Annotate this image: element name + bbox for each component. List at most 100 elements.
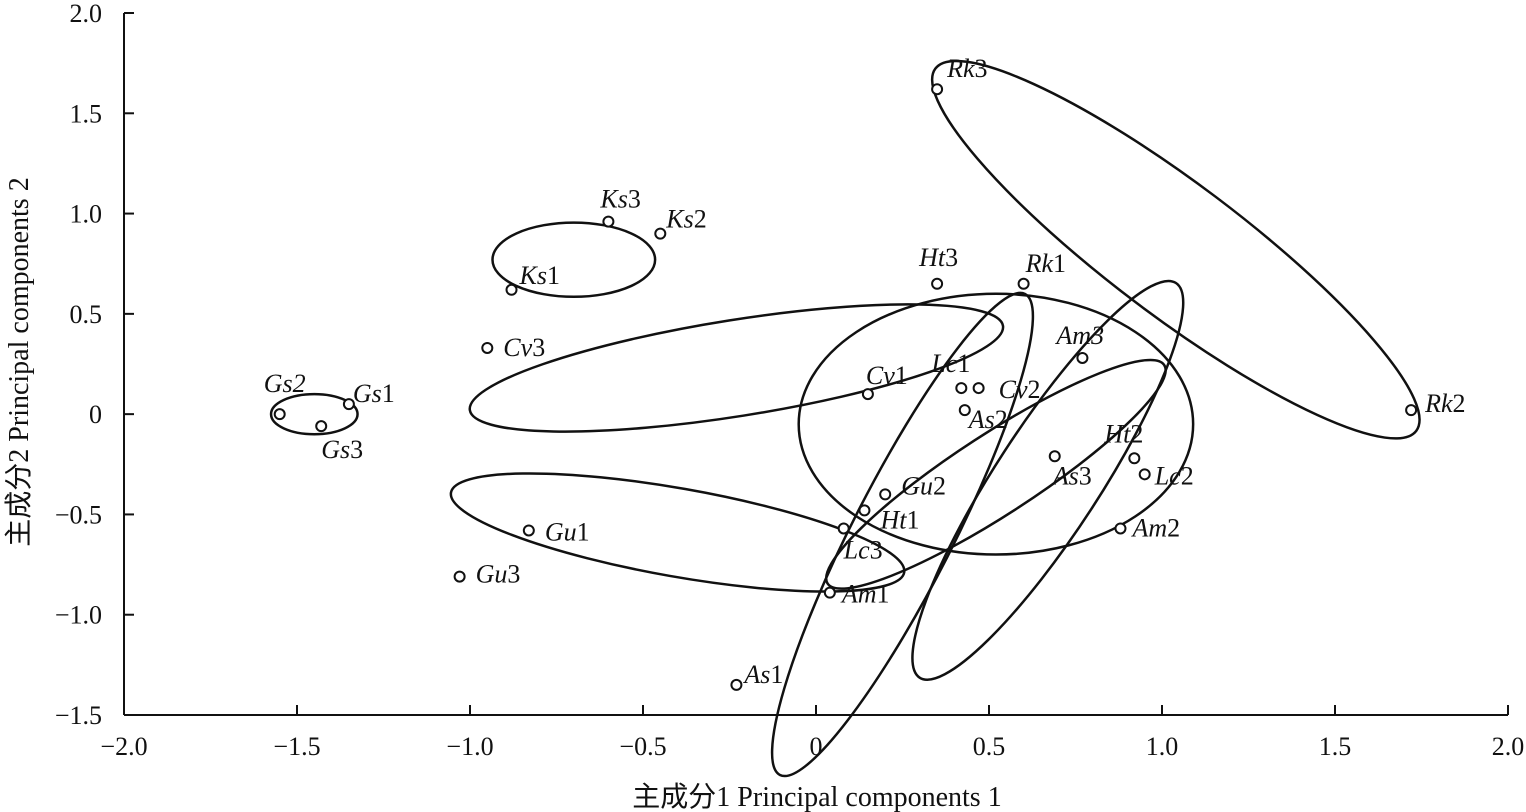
point-label-am2: Am2 (1130, 513, 1180, 542)
data-point-am3 (1076, 351, 1089, 364)
point-label-gu3: Gu3 (476, 560, 521, 589)
data-point-ht3 (931, 277, 944, 290)
axis-ticks: −2.0 −1.5 −1.0 −0.5 0 0.5 1.0 1.5 2.0−1.5−1.0−0.… (55, 0, 1524, 761)
point-label-prefix: Gs (321, 435, 350, 464)
point-label-number: 1 (906, 505, 919, 534)
point-label-number: 2 (995, 405, 1008, 434)
point-label-prefix: Ks (599, 185, 627, 214)
point-label-as3: As3 (1051, 461, 1092, 490)
x-tick-label: 2.0 (1492, 732, 1525, 761)
x-tick-label: 1.5 (1319, 732, 1352, 761)
data-point-as1 (730, 678, 743, 691)
point-label-number: 1 (895, 361, 908, 390)
point-label-prefix: Rk (946, 54, 975, 83)
point-label-prefix: Gs (353, 379, 382, 408)
point-label-gs2: Gs2 (264, 369, 306, 398)
group-ellipse-lc (824, 358, 1167, 590)
data-point-cv3 (481, 341, 494, 354)
group-ellipses (269, 59, 1421, 778)
group-ellipse-rk (930, 59, 1421, 440)
point-label-number: 2 (1167, 513, 1180, 542)
point-label-prefix: As (742, 660, 770, 689)
point-label-number: 1 (877, 580, 890, 609)
group-ellipse-ht (797, 292, 1195, 556)
point-label-as2: As2 (967, 405, 1008, 434)
point-label-number: 3 (350, 435, 363, 464)
x-tick-label: 0 (810, 732, 823, 761)
x-axis-title: 主成分1 Principal components 1 (632, 781, 1001, 812)
data-point-gu2 (879, 488, 892, 501)
data-point-ht1 (858, 504, 871, 517)
data-point-gs2 (273, 408, 286, 421)
y-tick-label: 2.0 (70, 0, 103, 28)
point-label-number: 2 (1453, 389, 1466, 418)
group-ellipse-as (770, 291, 1035, 778)
point-label-ks3: Ks3 (599, 185, 640, 214)
data-point-gs1 (342, 398, 355, 411)
point-label-ht3: Ht3 (918, 243, 958, 272)
point-label-number: 2 (933, 471, 946, 500)
y-tick-label: 1.0 (70, 200, 103, 229)
point-label-ks1: Ks1 (519, 261, 560, 290)
point-label-prefix: Rk (1424, 389, 1453, 418)
point-label-prefix: Ht (1103, 419, 1131, 448)
point-label-rk1: Rk1 (1025, 249, 1066, 278)
x-tick-label: 1.0 (1146, 732, 1179, 761)
data-point-ht2 (1128, 452, 1141, 465)
point-label-prefix: Ks (665, 205, 693, 234)
axes (123, 13, 1508, 716)
point-label-lc1: Lc1 (930, 349, 970, 378)
point-label-ks2: Ks2 (665, 205, 706, 234)
point-label-number: 1 (957, 349, 970, 378)
point-label-number: 3 (507, 560, 520, 589)
point-label-number: 3 (975, 54, 988, 83)
point-label-prefix: Gu (545, 517, 577, 546)
point-label-as1: As1 (742, 660, 783, 689)
data-point-lc2 (1138, 468, 1151, 481)
point-label-number: 1 (770, 660, 783, 689)
point-label-number: 2 (694, 205, 707, 234)
x-tick-label: −2.0 (100, 732, 147, 761)
point-label-gu2: Gu2 (901, 471, 946, 500)
y-tick-label: 1.5 (70, 99, 103, 128)
data-point-ks3 (602, 215, 615, 228)
point-label-lc3: Lc3 (843, 535, 883, 564)
point-label-number: 3 (870, 535, 883, 564)
point-label-prefix: Am (840, 580, 877, 609)
point-label-prefix: Ht (879, 505, 907, 534)
point-label-number: 3 (532, 333, 545, 362)
point-label-prefix: Cv (999, 375, 1028, 404)
x-tick-label: −1.5 (273, 732, 320, 761)
point-label-prefix: Ks (519, 261, 547, 290)
data-point-gu1 (522, 524, 535, 537)
point-label-prefix: Am3 (1054, 321, 1104, 350)
y-tick-label: −1.0 (55, 601, 102, 630)
y-tick-label: −1.5 (55, 701, 102, 730)
x-tick-label: 0.5 (973, 732, 1006, 761)
group-ellipse-cv (468, 303, 1005, 433)
data-point-as2 (958, 404, 971, 417)
point-label-prefix: Ht (918, 243, 946, 272)
point-label-ht2: Ht2 (1103, 419, 1143, 448)
point-label-prefix: Am (1130, 513, 1167, 542)
y-tick-label: 0 (89, 400, 102, 429)
point-label-number: 1 (547, 261, 560, 290)
point-label-prefix: Cv (503, 333, 532, 362)
data-point-as3 (1048, 450, 1061, 463)
point-label-rk2: Rk2 (1424, 389, 1465, 418)
data-points (273, 83, 1418, 691)
data-point-cv1 (861, 388, 874, 401)
point-label-cv2: Cv2 (999, 375, 1041, 404)
point-label-number: 2 (1028, 375, 1041, 404)
point-label-number: 2 (1181, 461, 1194, 490)
point-label-gs1: Gs1 (353, 379, 395, 408)
point-label-ht1: Ht1 (879, 505, 919, 534)
point-label-cv1: Cv1 (866, 361, 908, 390)
y-axis-title: 主成分2 Principal components 2 (3, 177, 35, 546)
x-tick-label: −0.5 (619, 732, 666, 761)
data-point-lc3 (837, 522, 850, 535)
data-point-cv2 (972, 382, 985, 395)
point-label-prefix: Cv (866, 361, 895, 390)
